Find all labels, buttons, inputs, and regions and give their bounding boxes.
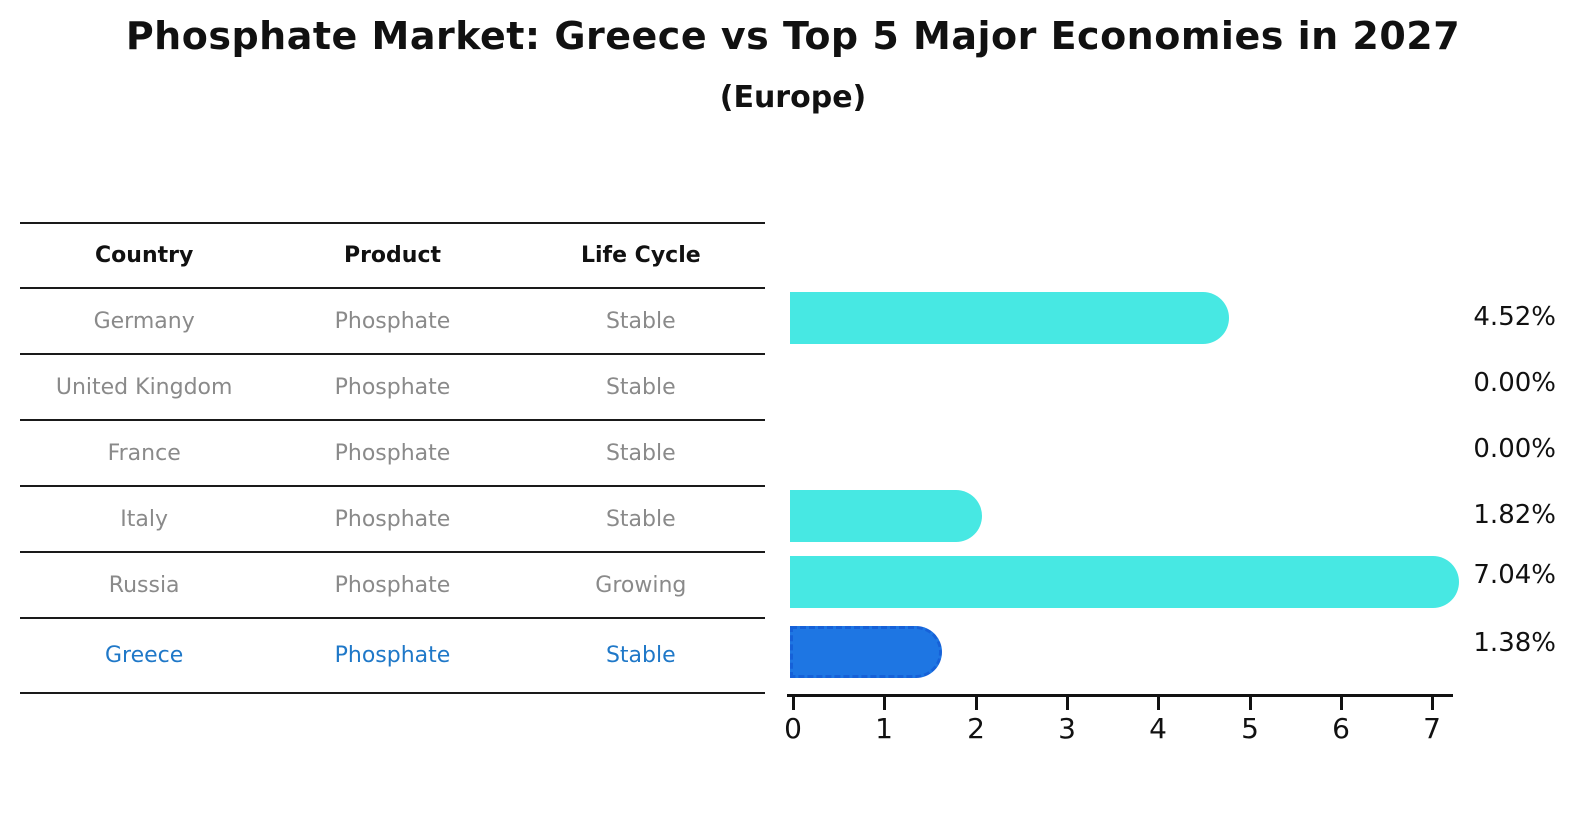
table-cell-country: Germany	[93, 308, 195, 334]
table-cell-life-cycle: Stable	[605, 374, 676, 400]
x-axis-tick	[1340, 697, 1343, 710]
table-cell-life-cycle: Stable	[605, 440, 676, 466]
bar-italy	[790, 490, 982, 542]
table-cell-country: Russia	[108, 572, 180, 598]
table-cell-life-cycle: Stable	[605, 308, 676, 334]
value-label: 0.00%	[1473, 368, 1556, 398]
table-header-row: Country Product Life Cycle	[20, 222, 765, 289]
x-axis-line	[787, 694, 1453, 697]
x-axis-tick-label: 1	[875, 712, 893, 745]
x-axis-tick	[792, 697, 795, 710]
table-cell-product: Phosphate	[334, 374, 451, 400]
table-header-life-cycle: Life Cycle	[580, 243, 701, 268]
table-cell-product: Phosphate	[334, 643, 451, 668]
comparison-table: Country Product Life Cycle Germany Phosph…	[20, 222, 765, 694]
table-row: Greece Phosphate Stable	[20, 619, 765, 694]
x-axis-tick	[975, 697, 978, 710]
table-header-country: Country	[95, 243, 194, 268]
table-cell-life-cycle: Growing	[595, 572, 687, 598]
value-label: 1.82%	[1473, 500, 1556, 530]
x-axis-tick-label: 2	[967, 712, 985, 745]
x-axis-tick-label: 6	[1332, 712, 1350, 745]
table-row: Italy Phosphate Stable	[20, 487, 765, 553]
value-label: 1.38%	[1473, 628, 1556, 658]
x-axis-tick	[1249, 697, 1252, 710]
value-label: 7.04%	[1473, 560, 1556, 590]
x-axis-tick	[1157, 697, 1160, 710]
table-header-product: Product	[343, 243, 442, 268]
table-row: France Phosphate Stable	[20, 421, 765, 487]
bar-russia	[790, 556, 1459, 608]
value-label: 4.52%	[1473, 302, 1556, 332]
x-axis-tick-label: 7	[1423, 712, 1441, 745]
table-cell-product: Phosphate	[334, 506, 451, 532]
chart-subtitle: (Europe)	[719, 80, 867, 115]
table-cell-product: Phosphate	[334, 308, 451, 334]
table-row: Russia Phosphate Growing	[20, 553, 765, 619]
table-cell-country: United Kingdom	[55, 374, 233, 400]
x-axis-tick	[883, 697, 886, 710]
table-row: United Kingdom Phosphate Stable	[20, 355, 765, 421]
table-cell-country: France	[107, 440, 181, 466]
table-cell-country: Greece	[105, 643, 184, 668]
x-axis-tick	[1066, 697, 1069, 710]
table-cell-life-cycle: Stable	[605, 643, 676, 668]
table-cell-country: Italy	[120, 506, 169, 532]
x-axis-tick-label: 3	[1058, 712, 1076, 745]
table-cell-product: Phosphate	[334, 440, 451, 466]
bar-highlight-greece	[790, 626, 942, 678]
x-axis-tick-label: 5	[1241, 712, 1259, 745]
chart-title: Phosphate Market: Greece vs Top 5 Major …	[125, 14, 1461, 58]
x-axis-tick-label: 4	[1149, 712, 1167, 745]
table-rows: Germany Phosphate Stable United Kingdom Phos…	[20, 289, 765, 694]
table-row: Germany Phosphate Stable	[20, 289, 765, 355]
table-cell-product: Phosphate	[334, 572, 451, 598]
value-label: 0.00%	[1473, 434, 1556, 464]
table-cell-life-cycle: Stable	[605, 506, 676, 532]
x-axis-tick-label: 0	[784, 712, 802, 745]
bar-germany	[790, 292, 1229, 344]
x-axis-tick	[1431, 697, 1434, 710]
